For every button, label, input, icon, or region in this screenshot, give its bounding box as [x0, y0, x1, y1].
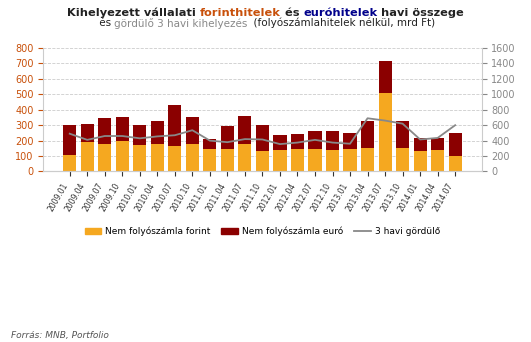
Bar [203, 149, 217, 171]
Bar [151, 121, 164, 145]
Bar [291, 149, 304, 171]
Text: Forrás: MNB, Portfolio: Forrás: MNB, Portfolio [11, 331, 108, 340]
Bar [273, 135, 287, 150]
Bar [186, 145, 199, 171]
Bar [326, 131, 339, 150]
Bar [414, 137, 427, 151]
Bar [116, 141, 129, 171]
Bar [396, 148, 409, 171]
Bar [431, 150, 444, 171]
Bar [203, 139, 217, 149]
Text: euróhitelek: euróhitelek [303, 8, 378, 17]
Text: gördülő 3 havi kihelyezés: gördülő 3 havi kihelyezés [114, 18, 247, 29]
Bar [361, 121, 374, 148]
Bar [344, 149, 357, 171]
Bar [431, 137, 444, 150]
Bar [221, 149, 234, 171]
Bar [81, 142, 94, 171]
Text: és: és [281, 8, 303, 17]
Bar [133, 145, 147, 171]
Bar [256, 151, 269, 171]
Text: és: és [96, 18, 114, 28]
Bar [186, 117, 199, 145]
Bar [449, 156, 462, 171]
Text: havi összege: havi összege [378, 8, 464, 17]
Bar [63, 155, 76, 171]
Bar [291, 134, 304, 149]
Bar [344, 133, 357, 149]
Bar [379, 93, 392, 171]
Bar [238, 116, 252, 145]
Bar [116, 118, 129, 141]
Bar [168, 105, 182, 146]
Bar [151, 145, 164, 171]
Bar [309, 149, 322, 171]
Bar [273, 150, 287, 171]
Bar [168, 146, 182, 171]
Bar [98, 118, 112, 144]
Bar [326, 150, 339, 171]
Bar [379, 61, 392, 93]
Bar [98, 144, 112, 171]
Text: forinthitelek: forinthitelek [200, 8, 281, 17]
Bar [238, 145, 252, 171]
Bar [133, 125, 147, 145]
Bar [361, 148, 374, 171]
Bar [414, 151, 427, 171]
Text: Kihelyezett vállalati: Kihelyezett vállalati [67, 8, 200, 18]
Bar [81, 124, 94, 142]
Bar [256, 125, 269, 151]
Bar [396, 121, 409, 148]
Text: (folyószámlahitelek nélkül, mrd Ft): (folyószámlahitelek nélkül, mrd Ft) [247, 18, 435, 28]
Legend: Nem folyószámla forint, Nem folyószámla euró, 3 havi gördülő: Nem folyószámla forint, Nem folyószámla … [81, 223, 444, 240]
Bar [449, 133, 462, 156]
Bar [63, 125, 76, 155]
Bar [221, 126, 234, 149]
Bar [309, 131, 322, 149]
